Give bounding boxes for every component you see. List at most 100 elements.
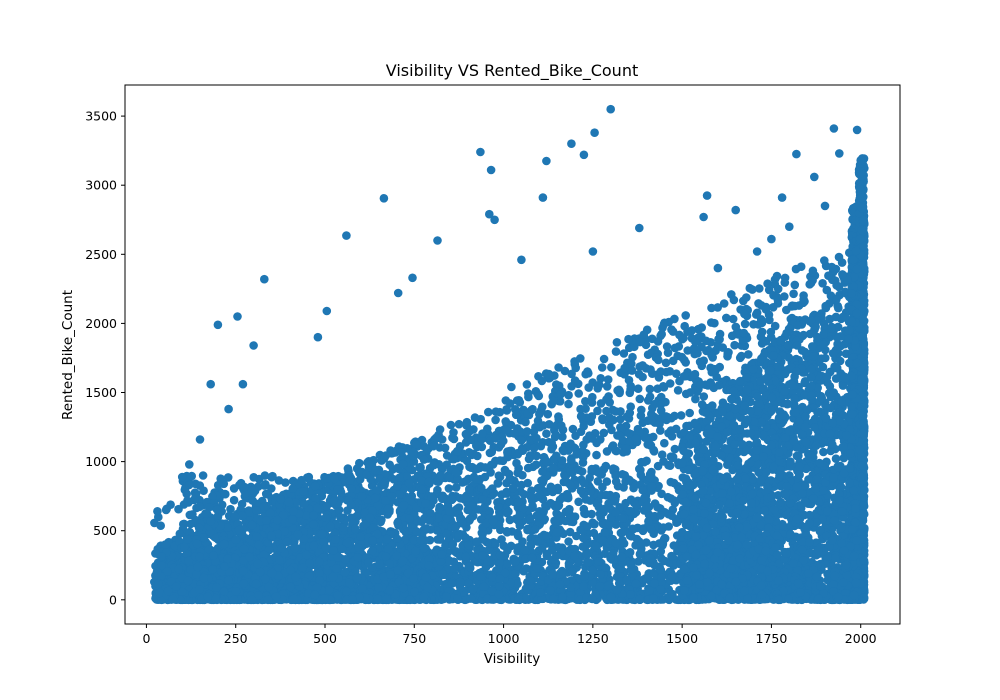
scatter-point <box>611 538 621 548</box>
scatter-point <box>638 372 647 382</box>
scatter-point <box>782 305 791 315</box>
scatter-point <box>831 454 841 464</box>
scatter-point <box>656 585 665 594</box>
scatter-point <box>754 299 763 308</box>
scatter-point <box>501 417 511 426</box>
scatter-point <box>364 459 374 469</box>
scatter-point <box>638 526 648 536</box>
scatter-point <box>789 289 798 299</box>
scatter-point <box>460 493 470 502</box>
scatter-point <box>620 363 629 373</box>
scatter-point <box>522 564 531 573</box>
scatter-point <box>581 508 590 518</box>
scatter-point <box>653 461 663 471</box>
scatter-point <box>729 295 739 305</box>
scatter-point <box>645 553 655 563</box>
scatter-point <box>669 541 679 550</box>
scatter-point <box>599 428 609 438</box>
scatter-point <box>531 460 541 470</box>
scatter-point <box>609 464 618 473</box>
scatter-point <box>790 301 800 311</box>
scatter-point <box>756 332 766 342</box>
scatter-point <box>362 470 371 480</box>
scatter-point <box>529 443 539 453</box>
scatter-point <box>579 581 588 591</box>
points-layer <box>150 104 869 605</box>
scatter-point <box>547 483 556 493</box>
scatter-point <box>574 497 583 507</box>
scatter-point <box>715 329 725 339</box>
scatter-point <box>505 475 514 484</box>
scatter-point <box>553 499 563 509</box>
scatter-point <box>595 380 604 390</box>
scatter-point <box>576 486 586 496</box>
scatter-point <box>493 503 503 512</box>
scatter-point <box>662 367 671 377</box>
scatter-point <box>745 283 755 293</box>
scatter-point <box>661 358 671 368</box>
scatter-point <box>503 447 512 456</box>
scatter-point <box>499 541 509 550</box>
scatter-point <box>696 380 705 390</box>
scatter-point <box>710 318 719 328</box>
scatter-point <box>551 431 560 441</box>
scatter-point <box>449 428 458 437</box>
scatter-point <box>679 372 689 381</box>
scatter-point <box>690 369 700 379</box>
scatter-point <box>824 271 833 281</box>
scatter-point <box>544 369 554 379</box>
scatter-point <box>655 539 664 548</box>
scatter-point <box>503 559 512 569</box>
scatter-point <box>596 399 606 408</box>
scatter-point <box>508 483 518 493</box>
scatter-point <box>472 537 481 546</box>
scatter-point <box>656 511 665 520</box>
scatter-point <box>524 454 534 464</box>
scatter-point <box>697 400 707 409</box>
scatter-point <box>491 539 500 548</box>
scatter-point <box>595 582 605 591</box>
scatter-point <box>445 507 454 516</box>
scatter-point <box>625 506 635 516</box>
scatter-point <box>661 412 671 421</box>
scatter-point <box>635 337 645 347</box>
scatter-point <box>444 484 454 493</box>
scatter-point <box>411 440 421 449</box>
scatter-point <box>636 465 645 475</box>
scatter-point <box>548 569 557 579</box>
scatter-point <box>607 363 616 372</box>
scatter-point <box>673 517 682 527</box>
scatter-point <box>455 577 465 587</box>
scatter-point <box>546 498 555 508</box>
scatter-point <box>549 594 558 604</box>
scatter-point <box>820 256 829 265</box>
scatter-point <box>511 569 520 578</box>
scatter-point <box>574 465 584 475</box>
scatter-point <box>549 463 558 473</box>
scatter-point <box>510 557 520 567</box>
scatter-point <box>551 551 561 561</box>
scatter-point <box>517 436 526 445</box>
scatter-point <box>521 417 530 427</box>
scatter-point <box>757 318 767 328</box>
scatter-point <box>502 528 512 537</box>
scatter-point <box>557 566 567 576</box>
scatter-point <box>445 473 455 483</box>
scatter-point <box>581 404 590 414</box>
scatter-point <box>442 451 452 460</box>
scatter-point <box>626 560 635 569</box>
scatter-point <box>660 438 669 448</box>
scatter-point <box>507 382 516 392</box>
scatter-point <box>398 459 408 469</box>
scatter-point <box>647 482 657 491</box>
scatter-point <box>638 485 648 495</box>
scatter-point <box>668 453 677 463</box>
scatter-point <box>627 366 637 375</box>
scatter-point <box>458 478 467 487</box>
scatter-point <box>715 362 724 372</box>
scatter-point <box>611 347 621 356</box>
scatter-point <box>646 365 655 374</box>
scatter-point <box>565 504 574 514</box>
scatter-point <box>543 409 553 419</box>
